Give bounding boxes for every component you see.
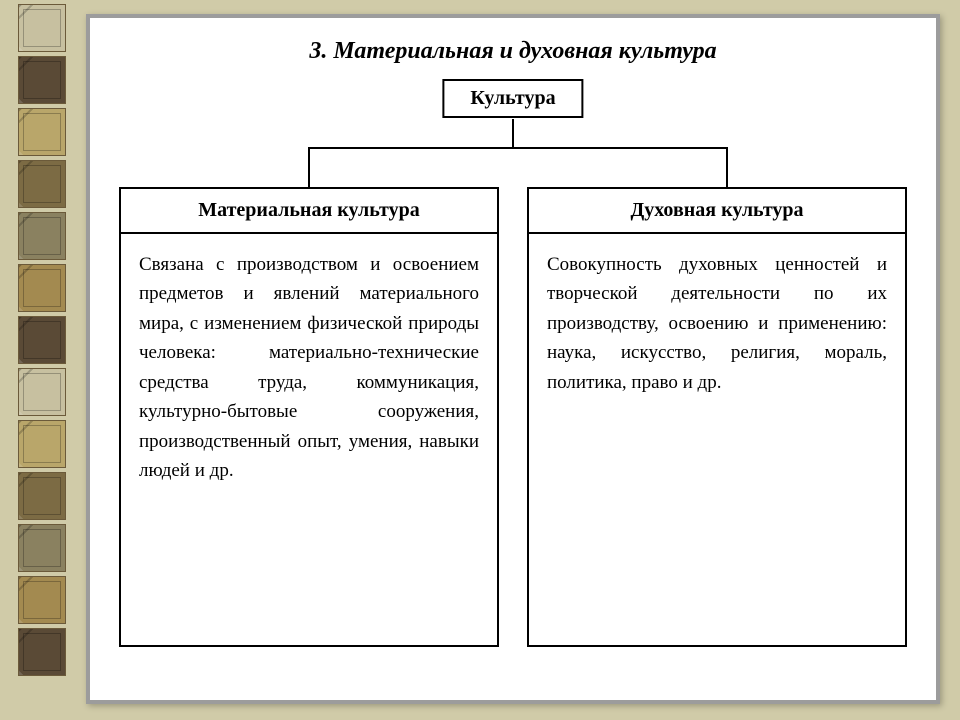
tile-icon — [18, 524, 66, 572]
tile-icon — [18, 160, 66, 208]
tile-icon — [18, 576, 66, 624]
tree-diagram: Культура Материальная культура Связана с… — [118, 73, 908, 673]
branch-material-culture: Материальная культура Связана с производ… — [119, 187, 499, 647]
tile-icon — [18, 108, 66, 156]
tile-icon — [18, 316, 66, 364]
branch-body: Связана с производством и освоением пред… — [121, 234, 497, 504]
connector-line — [512, 119, 514, 147]
tile-icon — [18, 56, 66, 104]
branch-body: Совокупность духовных ценностей и творче… — [529, 234, 905, 415]
branch-row: Материальная культура Связана с производ… — [118, 187, 908, 647]
content-card: 3. Материальная и духовная культура Куль… — [86, 14, 940, 704]
connector-line — [308, 147, 728, 149]
slide-background: 3. Материальная и духовная культура Куль… — [0, 0, 960, 720]
branch-header: Материальная культура — [121, 189, 497, 234]
tile-icon — [18, 628, 66, 676]
tile-icon — [18, 212, 66, 260]
connector-line — [308, 147, 310, 187]
tile-icon — [18, 420, 66, 468]
branch-header: Духовная культура — [529, 189, 905, 234]
connector-line — [726, 147, 728, 187]
tile-icon — [18, 4, 66, 52]
tile-icon — [18, 264, 66, 312]
decorative-tile-strip — [18, 0, 66, 720]
tile-icon — [18, 472, 66, 520]
tile-icon — [18, 368, 66, 416]
root-node: Культура — [442, 79, 583, 118]
page-title: 3. Материальная и духовная культура — [100, 38, 926, 65]
branch-spiritual-culture: Духовная культура Совокупность духовных … — [527, 187, 907, 647]
